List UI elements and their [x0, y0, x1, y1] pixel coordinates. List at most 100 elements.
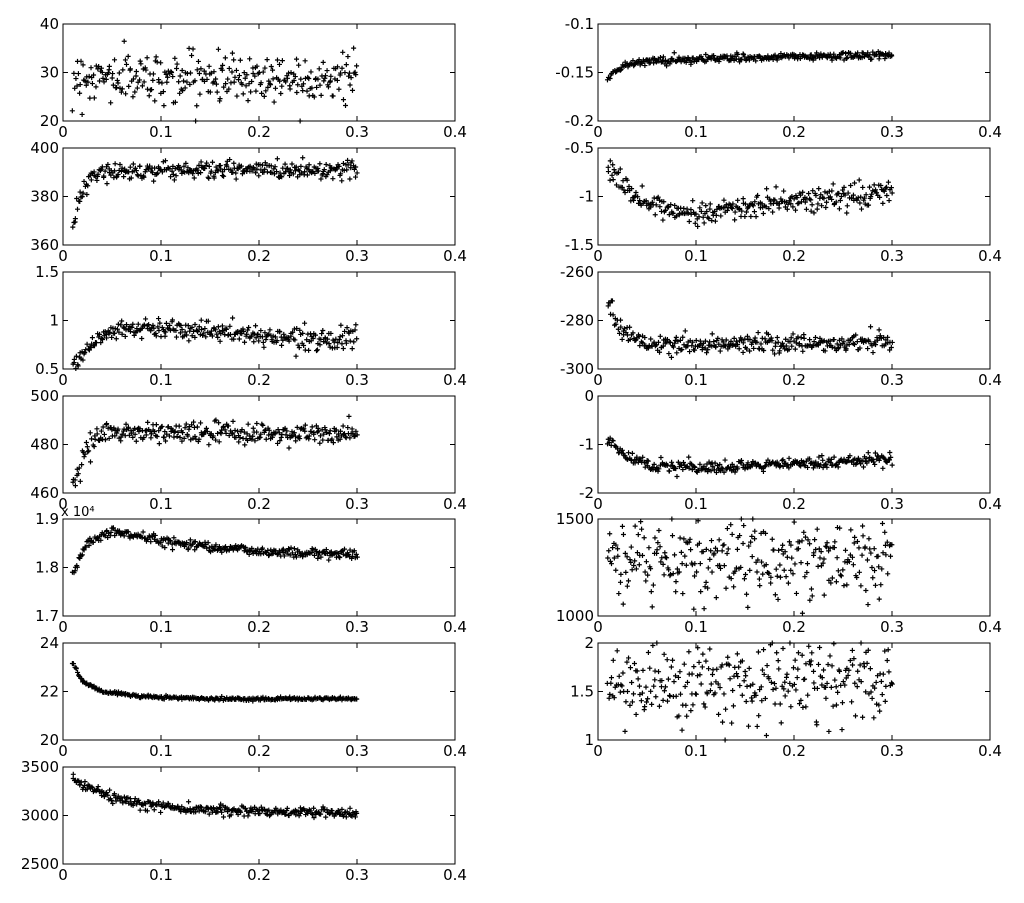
data-point [643, 198, 649, 204]
data-point [805, 692, 811, 698]
data-point [179, 438, 185, 444]
data-point [721, 563, 727, 569]
xtick-label: 0.1 [684, 742, 708, 760]
data-point [713, 470, 719, 476]
data-point [889, 53, 895, 59]
data-point [316, 66, 322, 72]
data-point [322, 73, 328, 79]
data-point [608, 561, 614, 567]
data-point [702, 584, 708, 590]
data-point [863, 587, 869, 593]
data-point [169, 168, 175, 174]
data-point [881, 188, 887, 194]
data-point [84, 444, 90, 450]
data-point [206, 63, 212, 69]
data-point [218, 331, 224, 337]
data-point [132, 796, 138, 802]
data-point [748, 213, 754, 219]
data-point [629, 186, 635, 192]
data-point [219, 809, 225, 815]
data-point [262, 330, 268, 336]
data-point [856, 177, 862, 183]
data-point [645, 345, 651, 351]
data-point [201, 68, 207, 74]
data-point [867, 52, 873, 58]
data-point [816, 546, 822, 552]
data-point [231, 160, 237, 166]
data-point [104, 790, 110, 796]
data-point [794, 195, 800, 201]
data-point [245, 421, 251, 427]
data-point [844, 203, 850, 209]
data-point [732, 217, 738, 223]
data-point [830, 181, 836, 187]
data-point [211, 175, 217, 181]
data-point [690, 198, 696, 204]
data-point [650, 582, 656, 588]
data-point [71, 356, 77, 362]
data-point [245, 327, 251, 333]
data-point [77, 90, 83, 96]
data-point [869, 695, 875, 701]
data-point [208, 168, 214, 174]
data-point [151, 325, 157, 331]
data-point [354, 63, 360, 69]
data-point [741, 523, 747, 529]
data-point [649, 604, 655, 610]
data-point [835, 464, 841, 470]
data-point [859, 55, 865, 61]
data-point [196, 71, 202, 77]
data-point [343, 814, 349, 820]
data-point [633, 711, 639, 717]
data-point [743, 209, 749, 215]
data-point [777, 562, 783, 568]
data-point [772, 197, 778, 203]
data-point [749, 463, 755, 469]
data-point [192, 547, 198, 553]
data-point [293, 554, 299, 560]
data-point [888, 345, 894, 351]
data-point [854, 539, 860, 545]
data-point [744, 591, 750, 597]
data-point [715, 335, 721, 341]
data-point [117, 85, 123, 91]
data-point [318, 811, 324, 817]
data-point [345, 425, 351, 431]
xtick-label: 0.1 [684, 618, 708, 636]
data-point [854, 52, 860, 58]
data-point [869, 564, 875, 570]
data-point [172, 428, 178, 434]
data-point [728, 464, 734, 470]
data-point [629, 450, 635, 456]
data-point [832, 677, 838, 683]
data-point [124, 322, 130, 328]
data-point [656, 669, 662, 675]
data-point [642, 63, 648, 69]
data-point [82, 451, 88, 457]
data-point [104, 335, 110, 341]
data-point [774, 650, 780, 656]
data-point [288, 810, 294, 816]
data-point [746, 543, 752, 549]
data-point [334, 434, 340, 440]
data-point [711, 53, 717, 59]
data-point [854, 684, 860, 690]
data-point [708, 538, 714, 544]
data-point [651, 461, 657, 467]
data-point [858, 206, 864, 212]
data-point [153, 333, 159, 339]
data-point [732, 568, 738, 574]
data-point [858, 194, 864, 200]
data-point [679, 561, 685, 567]
data-point [800, 704, 806, 710]
data-point [788, 704, 794, 710]
data-point [351, 45, 357, 51]
data-point [697, 205, 703, 211]
data-point [304, 172, 310, 178]
data-point [748, 695, 754, 701]
data-point [717, 685, 723, 691]
data-point [648, 566, 654, 572]
data-point [661, 199, 667, 205]
data-point [618, 324, 624, 330]
data-point [864, 660, 870, 666]
